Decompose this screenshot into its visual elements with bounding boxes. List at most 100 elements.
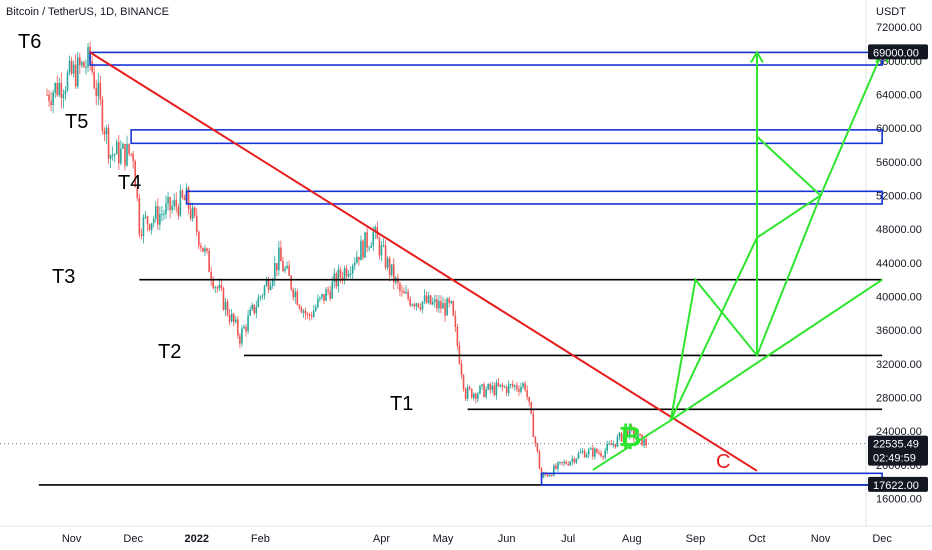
- candle-body: [224, 301, 227, 310]
- candle-body: [54, 82, 56, 93]
- price-axis-unit: USDT: [876, 6, 906, 18]
- candle-body: [548, 474, 551, 477]
- candle-body: [296, 291, 299, 305]
- candle-body: [353, 262, 356, 266]
- x-tick-label: Nov: [62, 533, 82, 545]
- candle-body: [427, 295, 430, 303]
- candle-body: [466, 387, 469, 399]
- price-tag-countdown: 02:49:59: [873, 453, 916, 465]
- y-tick-label: 44000.00: [876, 258, 922, 270]
- target-zone-box: [185, 190, 883, 205]
- candle-body: [444, 303, 446, 316]
- target-zone-box: [540, 472, 883, 486]
- candle-body: [462, 375, 465, 389]
- candle-body: [643, 439, 645, 446]
- y-tick-label: 48000.00: [876, 224, 922, 236]
- candle-body: [423, 295, 426, 302]
- candle-body: [288, 265, 290, 276]
- candle-body: [173, 199, 176, 207]
- candle-body: [189, 208, 192, 219]
- candle-body: [612, 443, 615, 446]
- candle-body: [56, 82, 59, 96]
- candle-body: [113, 154, 116, 156]
- candle-body: [216, 287, 219, 289]
- candle-body: [487, 384, 489, 390]
- candle-body: [528, 396, 531, 403]
- candle-body: [493, 385, 496, 396]
- candle-body: [99, 82, 102, 100]
- candle-body: [265, 280, 268, 287]
- candle-body: [553, 465, 555, 476]
- candle-body: [450, 301, 453, 304]
- candle-body: [567, 463, 569, 466]
- candle-body: [382, 245, 385, 247]
- candle-body: [403, 291, 405, 294]
- projection-path-3: [669, 135, 823, 421]
- candle-body: [284, 268, 286, 272]
- candle-body: [507, 384, 510, 393]
- candle-body: [204, 248, 206, 252]
- candle-body: [95, 88, 98, 97]
- candle-body: [633, 429, 635, 439]
- candle-body: [368, 247, 370, 249]
- candle-body: [191, 207, 194, 219]
- candle-body: [50, 101, 52, 105]
- candle-body: [360, 240, 362, 261]
- candle-body: [351, 265, 354, 274]
- candle-body: [339, 269, 342, 278]
- candle-body: [575, 458, 578, 463]
- candle-body: [341, 277, 344, 280]
- candle-body: [308, 314, 311, 316]
- candle-body: [52, 92, 54, 105]
- candle-body: [136, 187, 139, 198]
- candle-body: [511, 384, 514, 387]
- candle-body: [637, 433, 639, 438]
- candle-body: [526, 389, 528, 397]
- candle-body: [399, 283, 401, 291]
- candle-body: [571, 458, 574, 462]
- candle-body: [378, 238, 381, 256]
- y-tick-label: 36000.00: [876, 325, 922, 337]
- candle-body: [538, 451, 541, 469]
- candle-body: [58, 82, 61, 96]
- candle-body: [596, 448, 598, 453]
- candle-body: [555, 465, 557, 469]
- candle-body: [267, 280, 270, 290]
- candle-body: [413, 304, 416, 307]
- candle-body: [325, 289, 327, 301]
- candle-body: [292, 289, 295, 298]
- candle-body: [602, 456, 604, 458]
- candle-body: [169, 197, 171, 211]
- candle-body: [310, 315, 313, 318]
- candle-body: [606, 443, 608, 451]
- candle-body: [109, 155, 112, 159]
- candle-body: [243, 326, 245, 329]
- candle-body: [616, 436, 619, 447]
- target-zone-box: [89, 51, 883, 66]
- candle-body: [509, 384, 512, 386]
- candle-body: [321, 294, 323, 298]
- y-tick-label: 56000.00: [876, 157, 922, 169]
- candle-body: [370, 245, 373, 248]
- candle-body: [70, 60, 73, 74]
- candle-body: [624, 430, 627, 435]
- x-tick-label: Sep: [686, 533, 706, 545]
- candle-body: [306, 314, 309, 316]
- level-label-t6: T6: [18, 31, 41, 53]
- candle-body: [392, 264, 395, 283]
- candle-body: [544, 473, 547, 475]
- candle-body: [60, 82, 63, 99]
- x-tick-label: Oct: [748, 533, 765, 545]
- candle-body: [122, 143, 124, 149]
- candle-body: [454, 315, 457, 328]
- y-tick-label: 24000.00: [876, 426, 922, 438]
- candle-body: [419, 307, 422, 310]
- bitcoin-symbol-icon: ₿: [619, 420, 642, 453]
- candle-body: [280, 247, 282, 262]
- candle-body: [546, 474, 549, 477]
- candle-body: [470, 388, 473, 398]
- candle-body: [144, 216, 147, 218]
- candle-body: [598, 452, 600, 454]
- candle-body: [138, 197, 141, 235]
